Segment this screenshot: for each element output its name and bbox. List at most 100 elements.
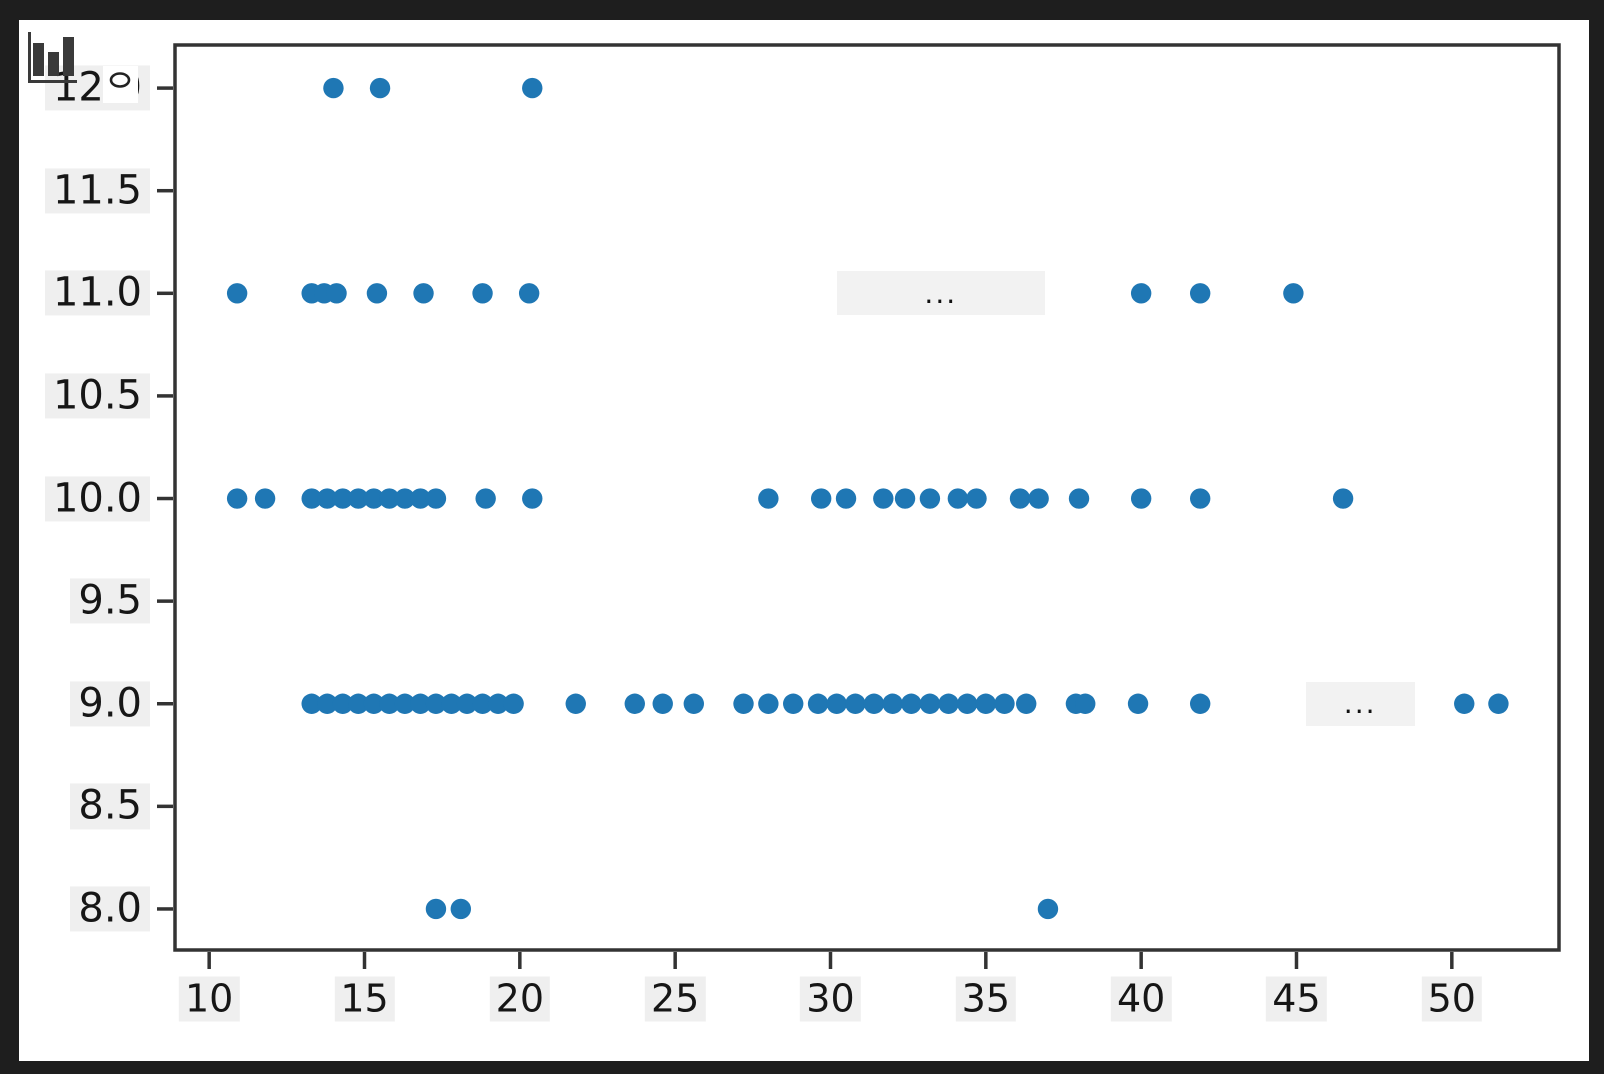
data-point	[410, 693, 431, 714]
data-point	[226, 488, 248, 509]
x-tick-label: 40	[1110, 976, 1172, 1022]
data-point	[441, 693, 462, 714]
data-point	[810, 488, 832, 509]
axes-frame	[173, 43, 1561, 952]
data-point	[332, 488, 353, 509]
y-tick-label: 9.0	[70, 681, 150, 727]
data-point	[410, 488, 431, 509]
data-point	[363, 488, 385, 509]
data-point	[783, 693, 804, 714]
data-point	[226, 283, 248, 304]
data-point	[317, 488, 338, 509]
data-point	[413, 283, 434, 304]
data-point	[456, 693, 478, 714]
data-point	[994, 693, 1015, 714]
data-point	[882, 693, 903, 714]
data-point	[683, 693, 705, 714]
x-tick-label: 50	[1421, 976, 1482, 1022]
data-point	[758, 693, 779, 714]
data-point	[366, 283, 388, 304]
data-point	[301, 488, 322, 509]
figure-canvas	[19, 20, 1589, 1061]
x-tick-label: 35	[955, 976, 1017, 1022]
data-point	[652, 693, 673, 714]
data-point	[1189, 488, 1211, 509]
data-point	[522, 488, 543, 509]
data-point	[1130, 488, 1152, 509]
data-point	[425, 898, 447, 920]
data-point	[425, 488, 447, 509]
data-point	[522, 77, 543, 99]
data-point	[301, 693, 322, 714]
data-point	[1028, 488, 1049, 509]
data-point	[1332, 488, 1354, 509]
data-point	[919, 693, 941, 714]
data-point	[956, 693, 978, 714]
data-point	[758, 488, 779, 509]
data-point	[1189, 693, 1211, 714]
data-point	[379, 693, 400, 714]
data-point	[379, 488, 400, 509]
data-point	[1068, 488, 1090, 509]
x-tick-label: 20	[489, 976, 551, 1022]
y-tick-label: 11.0	[44, 270, 150, 316]
data-point	[938, 693, 959, 714]
data-point	[450, 898, 472, 920]
data-point	[1454, 693, 1475, 714]
data-point	[369, 77, 391, 99]
x-tick-label: 15	[334, 976, 395, 1022]
data-point	[518, 283, 540, 304]
data-point	[323, 77, 344, 99]
data-point	[835, 488, 857, 509]
data-point	[901, 693, 922, 714]
data-point	[348, 693, 369, 714]
data-point	[565, 693, 586, 714]
data-point	[425, 693, 447, 714]
data-point	[1283, 283, 1304, 304]
y-tick-label: 10.5	[44, 373, 150, 419]
data-point	[394, 488, 416, 509]
data-point	[348, 488, 369, 509]
data-point	[1189, 283, 1211, 304]
x-tick-label: 30	[800, 976, 861, 1022]
data-point	[1009, 488, 1031, 509]
data-point	[487, 693, 509, 714]
data-point	[503, 693, 524, 714]
data-point	[894, 488, 916, 509]
x-tick-label: 25	[644, 976, 706, 1022]
data-point	[863, 693, 885, 714]
data-point	[1075, 693, 1096, 714]
circle-marker-icon	[109, 72, 131, 88]
data-point	[807, 693, 829, 714]
data-point	[826, 693, 847, 714]
y-tick-label: 11.5	[44, 168, 150, 214]
circle-marker-overlay	[103, 66, 138, 103]
data-point	[475, 488, 496, 509]
data-point	[733, 693, 754, 714]
data-point	[947, 488, 969, 509]
data-point	[317, 693, 338, 714]
data-point	[975, 693, 997, 714]
data-point	[966, 488, 987, 509]
data-point	[1488, 693, 1509, 714]
ellipsis-overlay: ...	[1305, 681, 1415, 726]
data-point	[1016, 693, 1037, 714]
data-point	[254, 488, 276, 509]
data-point	[363, 693, 385, 714]
data-point	[332, 693, 353, 714]
x-tick-label: 45	[1266, 976, 1327, 1022]
data-point	[919, 488, 941, 509]
data-point	[873, 488, 894, 509]
data-point	[1130, 283, 1152, 304]
data-point	[472, 693, 493, 714]
y-tick-label: 9.5	[70, 578, 150, 624]
y-tick-label: 8.0	[70, 886, 150, 932]
bar-chart-icon	[28, 32, 77, 83]
data-point	[845, 693, 866, 714]
data-point	[394, 693, 416, 714]
y-tick-label: 8.5	[70, 783, 150, 829]
data-point	[1037, 898, 1059, 920]
data-point	[326, 283, 347, 304]
data-point	[1127, 693, 1149, 714]
